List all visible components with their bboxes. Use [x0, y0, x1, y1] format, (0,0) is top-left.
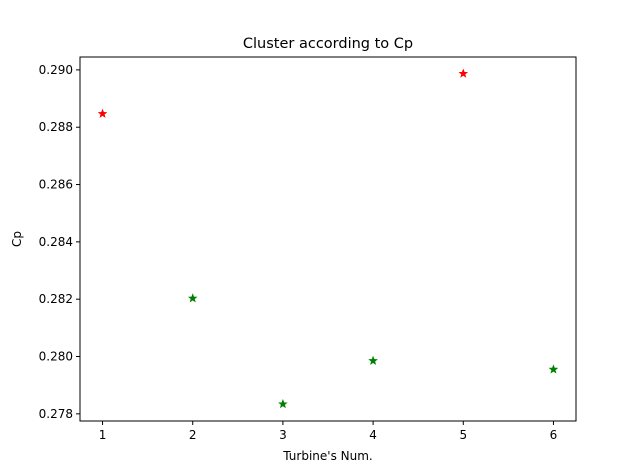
y-axis-label: Cp [10, 231, 24, 247]
data-point-star [187, 293, 198, 303]
data-point-star [458, 68, 469, 78]
plot-frame [79, 56, 577, 422]
x-tick-label: 4 [369, 428, 377, 442]
y-tick-label: 0.290 [39, 63, 73, 77]
x-tick-label: 1 [99, 428, 107, 442]
data-point-star [97, 108, 108, 118]
data-point-star [278, 399, 288, 409]
y-tick-label: 0.282 [39, 292, 73, 306]
chart-title: Cluster according to Cp [243, 36, 413, 52]
y-tick-label: 0.280 [39, 350, 73, 364]
x-tick-label: 2 [189, 428, 197, 442]
x-tick-label: 3 [279, 428, 287, 442]
data-point-star [368, 355, 378, 365]
data-point-star [548, 364, 559, 374]
x-axis-label: Turbine's Num. [282, 449, 372, 463]
x-tick-label: 5 [459, 428, 467, 442]
y-tick-label: 0.288 [39, 120, 73, 134]
y-tick-label: 0.278 [39, 407, 73, 421]
y-tick-label: 0.286 [39, 178, 73, 192]
x-tick-label: 6 [550, 428, 558, 442]
plot-area [97, 68, 559, 409]
y-tick-label: 0.284 [39, 235, 73, 249]
